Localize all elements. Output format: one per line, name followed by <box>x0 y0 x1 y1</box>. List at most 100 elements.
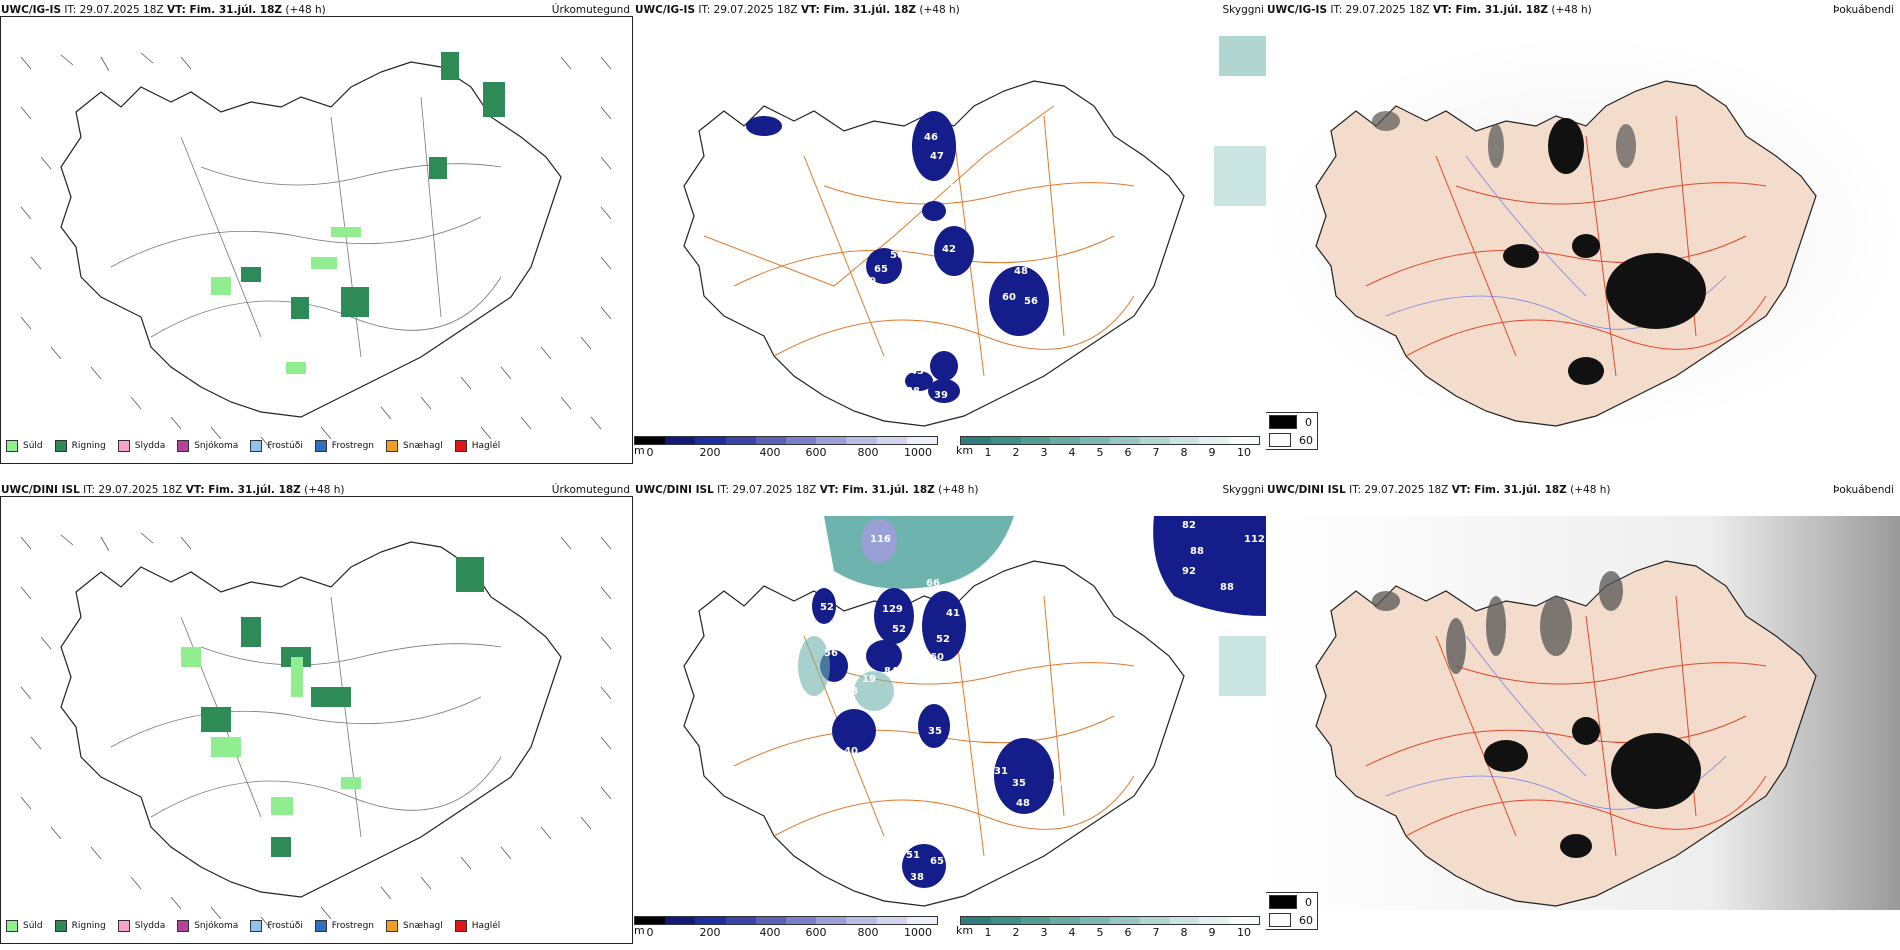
legend-item: Slydda <box>117 920 165 932</box>
cloud-value-label: 32 <box>940 182 954 193</box>
colorbar-ticks: 1 2 3 4 5 6 7 8 9 10 <box>984 926 1252 939</box>
cloud-base-colorbar: m 0 200 400 600 800 1000 <box>634 916 938 939</box>
cloud-value-label: 65 <box>930 856 944 867</box>
cloud-value-label: 50 <box>890 250 904 261</box>
panel-header: UWC/DINI ISL IT: 29.07.2025 18Z VT: Fim.… <box>1267 484 1611 496</box>
cloud-value-label: 38 <box>910 872 924 883</box>
legend-swatch <box>54 920 67 932</box>
legend-item: Snjókoma <box>177 920 238 932</box>
cloud-value-label: 60 <box>862 276 876 287</box>
precip-panel-row1: UWC/IG-IS IT: 29.07.2025 18Z VT: Fim. 31… <box>0 0 634 470</box>
cloud-labels: 116 52 66 129 52 41 56 52 60 83 84 19 28… <box>634 516 1266 910</box>
legend-item: Snæhagl <box>386 920 443 932</box>
legend-swatch <box>177 920 190 932</box>
cloud-value-label: 45 <box>910 366 924 377</box>
cloud-map-svg <box>683 516 1266 907</box>
cloud-panel-row2: UWC/DINI ISL IT: 29.07.2025 18Z VT: Fim.… <box>634 480 1266 950</box>
fog-legend-row: 0 <box>1266 893 1317 911</box>
fog-map-svg <box>1266 516 1900 910</box>
cloud-value-label: 65 <box>874 264 888 275</box>
cloud-value-label: 33 <box>908 888 922 899</box>
legend-swatch <box>250 440 263 452</box>
colorbar-ticks: 0 200 400 600 800 1000 <box>646 446 933 459</box>
cloud-value-label: 28 <box>932 890 946 901</box>
cloud-value-label: 48 <box>1016 798 1030 809</box>
cloud-value-label: 60 <box>930 652 944 663</box>
cloud-value-label: 129 <box>882 604 903 615</box>
fog-title: Þokuábendi <box>1833 4 1894 16</box>
precip-panel-row2: UWC/DINI ISL IT: 29.07.2025 18Z VT: Fim.… <box>0 480 634 950</box>
legend-swatch <box>314 440 327 452</box>
fog-legend: 0 60 <box>1266 892 1318 930</box>
cloud-value-label: 41 <box>946 608 960 619</box>
cloud-value-label: 35 <box>1012 778 1026 789</box>
fog-swatch <box>1269 895 1297 909</box>
legend-item: Rigning <box>54 920 106 932</box>
cloud-value-label: 28 <box>844 686 858 697</box>
cloud-value-label: 52 <box>892 624 906 635</box>
cloud-value-label: 66 <box>930 342 944 353</box>
cloud-value-label: 56 <box>824 648 838 659</box>
cloud-map <box>634 36 1266 430</box>
panel-header: UWC/DINI ISL IT: 29.07.2025 18Z VT: Fim.… <box>1 484 345 496</box>
legend-item: Snæhagl <box>386 440 443 452</box>
legend-swatch <box>314 920 327 932</box>
cloud-value-label: 112 <box>1244 534 1265 545</box>
visibility-colorbar: km 1 2 3 4 5 6 7 8 9 10 <box>956 916 1260 939</box>
cloud-value-label: 48 <box>1014 266 1028 277</box>
cloud-value-label: 42 <box>942 244 956 255</box>
cloud-value-label: 39 <box>934 390 948 401</box>
legend-item: Frostúði <box>250 920 303 932</box>
fog-panel-row1: UWC/IG-IS IT: 29.07.2025 18Z VT: Fim. 31… <box>1266 0 1900 470</box>
fog-swatch <box>1269 415 1297 429</box>
legend-item: Frostúði <box>250 440 303 452</box>
cloud-value-label: 46 <box>924 132 938 143</box>
cloud-map-svg <box>683 36 1266 427</box>
cloud-value-label: 66 <box>926 578 940 589</box>
iceland-outline <box>60 61 562 418</box>
legend-item: Slydda <box>117 440 165 452</box>
cloud-labels: 52 46 47 42 50 65 60 32 48 60 56 66 45 3… <box>634 36 1266 430</box>
legend-swatch <box>117 920 130 932</box>
legend-item: Súld <box>6 920 43 932</box>
fog-legend-row: 60 <box>1266 431 1317 449</box>
legend-swatch <box>117 440 130 452</box>
legend-item: Haglél <box>454 440 500 452</box>
legend-swatch <box>386 440 399 452</box>
precip-map <box>0 496 633 944</box>
cloud-value-label: 52 <box>782 84 796 95</box>
cloud-value-label: 14 <box>1052 778 1066 789</box>
legend-swatch <box>54 440 67 452</box>
legend-item: Rigning <box>54 440 106 452</box>
cloud-value-label: 52 <box>936 634 950 645</box>
cloud-map <box>634 516 1266 910</box>
cloud-value-label: 16 <box>874 760 888 771</box>
visibility-colorbar: km 1 2 3 4 5 6 7 8 9 10 <box>956 436 1260 459</box>
cloud-value-label: 88 <box>1190 546 1204 557</box>
cloud-value-label: 40 <box>844 746 858 757</box>
cloud-panel-row1: UWC/IG-IS IT: 29.07.2025 18Z VT: Fim. 31… <box>634 0 1266 470</box>
fog-panel-row2: UWC/DINI ISL IT: 29.07.2025 18Z VT: Fim.… <box>1266 480 1900 950</box>
legend-swatch <box>454 440 467 452</box>
cloud-value-label: 47 <box>930 151 944 162</box>
colorbar-ticks: 1 2 3 4 5 6 7 8 9 10 <box>984 446 1252 459</box>
panel-header: UWC/IG-IS IT: 29.07.2025 18Z VT: Fim. 31… <box>1267 4 1592 16</box>
legend-item: Súld <box>6 440 43 452</box>
fog-map <box>1266 36 1900 430</box>
legend-item: Frostregn <box>314 440 374 452</box>
legend-item: Snjókoma <box>177 440 238 452</box>
precip-map <box>0 16 633 464</box>
fog-swatch <box>1269 913 1291 927</box>
panel-header: UWC/DINI ISL IT: 29.07.2025 18Z VT: Fim.… <box>635 484 979 496</box>
fog-swatch <box>1269 433 1291 447</box>
cloud-value-label: 51 <box>906 850 920 861</box>
panel-header: UWC/IG-IS IT: 29.07.2025 18Z VT: Fim. 31… <box>635 4 960 16</box>
cloud-value-label: 83 <box>908 644 922 655</box>
cloud-title: Skyggni <box>1222 4 1265 16</box>
legend-swatch <box>177 440 190 452</box>
cloud-value-label: 52 <box>820 602 834 613</box>
precip-title: Úrkomutegund <box>551 4 630 16</box>
colorbar-ticks: 0 200 400 600 800 1000 <box>646 926 933 939</box>
legend-swatch <box>6 440 18 452</box>
cloud-base-colorbar: m 0 200 400 600 800 1000 <box>634 436 938 459</box>
